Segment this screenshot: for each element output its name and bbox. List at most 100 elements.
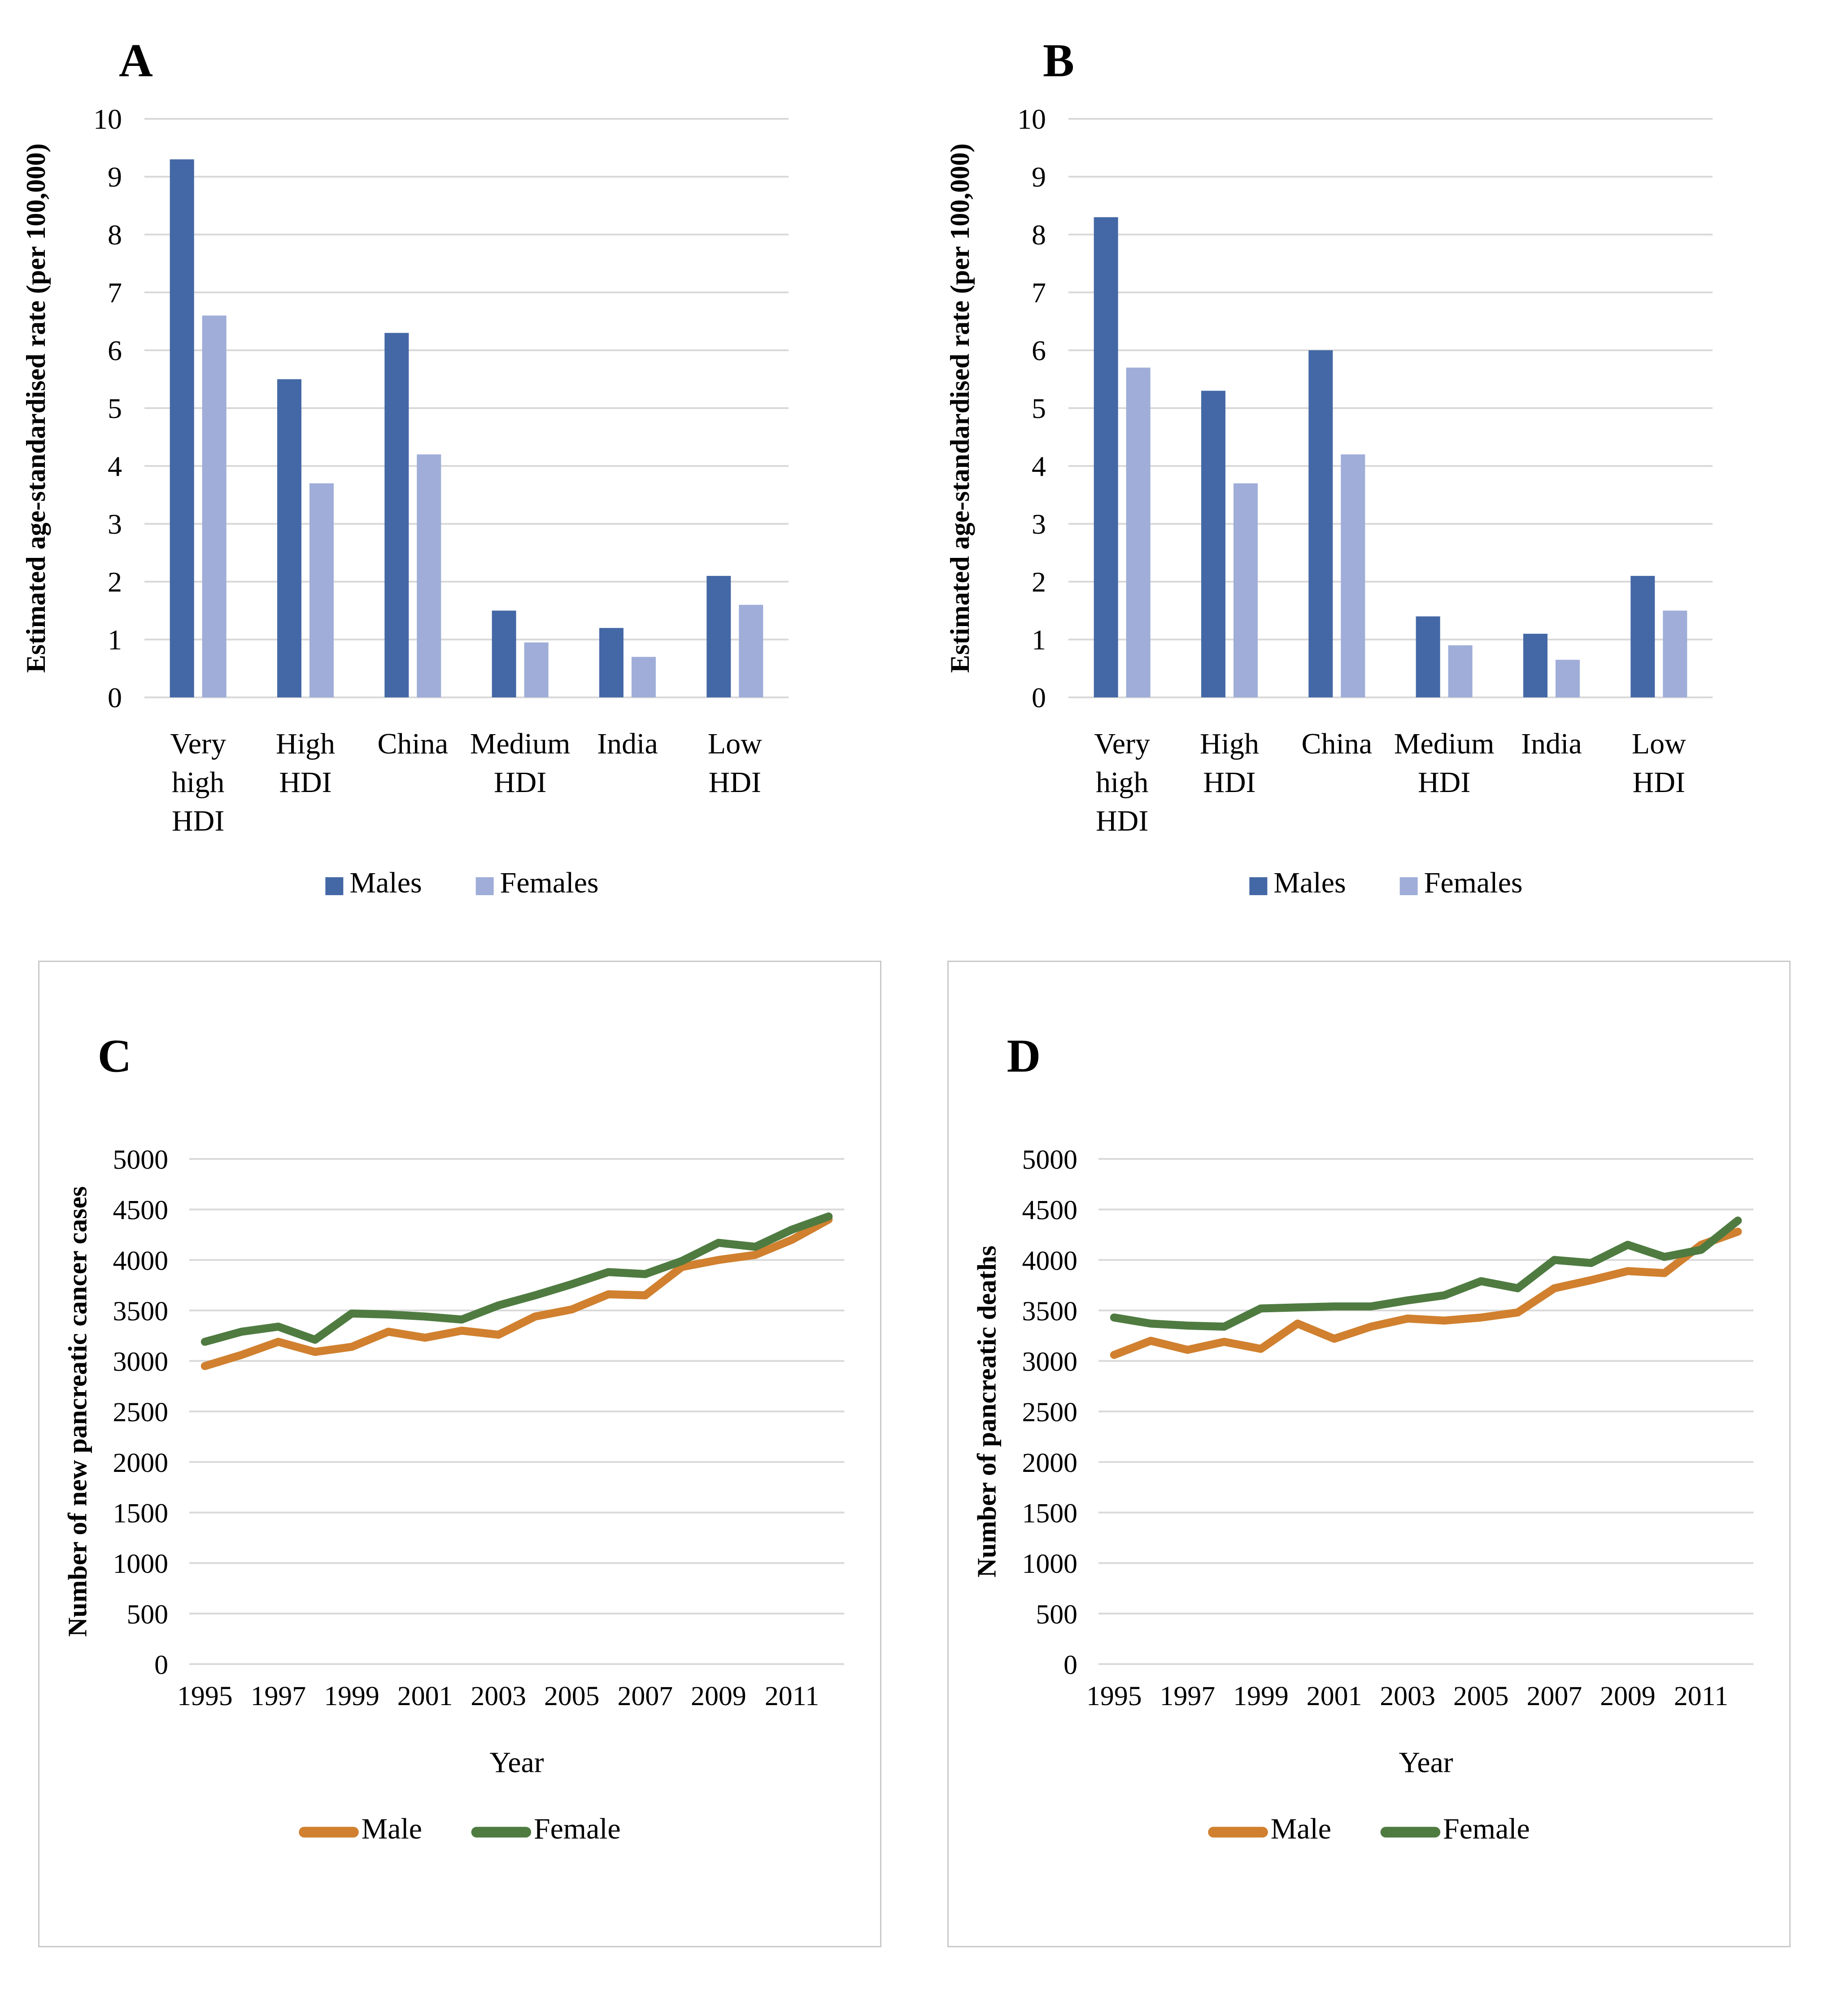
category-label: HDI (1633, 766, 1685, 799)
legend-item-males: Males (1249, 866, 1346, 899)
y-tick-label: 3500 (113, 1296, 168, 1327)
x-category-labels: Very high HDI High HDI China Medium HDI India Low… (1094, 727, 1686, 837)
bar (524, 642, 549, 697)
y-tick-label: 0 (154, 1650, 168, 1680)
y-tick-label: 3 (1032, 508, 1046, 540)
legend-label: Females (500, 866, 599, 899)
legend-label: Males (1273, 866, 1346, 899)
bar (1523, 634, 1547, 697)
category-label: Low (708, 727, 762, 760)
bar (599, 628, 623, 697)
legend: Male Female (1208, 1812, 1530, 1845)
gridlines (189, 1158, 845, 1665)
y-tick-label: 3000 (1022, 1347, 1077, 1377)
x-tick-label: 2011 (1674, 1681, 1728, 1711)
category-label: HDI (172, 805, 224, 837)
x-category-labels: Very high HDI High HDI China Medium HDI India Low… (170, 727, 762, 837)
x-tick-label: 2011 (765, 1681, 819, 1711)
y-tick-label: 0 (1063, 1650, 1077, 1680)
bar (1233, 483, 1258, 697)
category-label: Medium (470, 727, 571, 760)
category-label: High (1200, 727, 1259, 760)
y-tick-label: 500 (126, 1599, 168, 1630)
bar (1341, 454, 1365, 697)
y-tick-label: 0 (108, 682, 122, 714)
y-tick-label: 1500 (113, 1498, 168, 1529)
x-tick-label: 1997 (251, 1681, 306, 1711)
category-label: HDI (1096, 805, 1148, 837)
legend-item-female: Female (1380, 1812, 1530, 1845)
legend-item-males: Males (325, 866, 422, 899)
category-label: India (597, 727, 658, 760)
y-tick-label: 500 (1036, 1599, 1077, 1630)
legend-label: Females (1424, 866, 1523, 899)
category-label: Very (170, 727, 226, 760)
category-label: HDI (279, 766, 331, 799)
bar (417, 454, 441, 697)
category-label: China (378, 727, 449, 760)
y-tick-label: 5000 (1022, 1145, 1077, 1175)
series-line-male (1110, 1227, 1742, 1359)
legend-item-female: Female (471, 1812, 621, 1845)
bar (632, 657, 656, 697)
bar (706, 576, 731, 697)
x-tick-label: 1995 (177, 1681, 233, 1711)
x-tick-label: 2001 (1307, 1681, 1362, 1711)
gridlines (1098, 1158, 1754, 1665)
bar (202, 315, 227, 697)
bar (309, 483, 334, 697)
bar-chart-A: A 0 1 2 3 4 5 6 7 8 9 10 Estimated age-standardised … (21, 34, 789, 899)
x-tick-label: 1999 (1233, 1681, 1289, 1711)
y-axis-title: Estimated age-standardised rate (per 100… (945, 144, 975, 673)
y-axis-title: Number of pancreatic deaths (972, 1245, 1002, 1577)
legend-label: Male (362, 1812, 422, 1845)
y-tick-label: 8 (108, 219, 122, 251)
x-tick-label: 2005 (544, 1681, 600, 1711)
category-label: HDI (1203, 766, 1255, 799)
legend-swatch (1249, 877, 1268, 895)
bar (277, 379, 301, 697)
x-tick-label: 2003 (1380, 1681, 1435, 1711)
category-label: HDI (709, 766, 761, 799)
y-tick-label: 4 (108, 450, 122, 482)
legend-label: Female (1443, 1812, 1530, 1845)
bars-males (1094, 217, 1655, 697)
series-line-male (200, 1215, 833, 1370)
x-tick-label: 1997 (1160, 1681, 1216, 1711)
category-label: Low (1632, 727, 1686, 760)
y-axis-ticks: 0 1 2 3 4 5 6 7 8 9 10 (93, 103, 122, 714)
bar (170, 159, 194, 697)
y-tick-label: 7 (108, 277, 122, 309)
line-chart-D: D 0 500 1000 1500 2000 2500 3000 3500 4000 4500 500… (972, 1030, 1754, 1845)
legend-label: Female (534, 1812, 621, 1845)
gridlines (1068, 118, 1713, 698)
chart-a-incidence-bars: A 0 1 2 3 4 5 6 7 8 9 10 Estimated age-standardised … (0, 0, 924, 960)
y-tick-label: 2500 (1022, 1397, 1077, 1428)
bar-chart-B: B 0 1 2 3 4 5 6 7 8 9 10 Estimated age-standardised … (945, 34, 1713, 899)
category-label: Medium (1394, 727, 1495, 760)
y-tick-label: 4000 (113, 1245, 168, 1276)
legend-swatch (1399, 877, 1418, 895)
category-label: HDI (494, 766, 546, 799)
y-tick-label: 4000 (1022, 1245, 1077, 1276)
y-tick-label: 1000 (113, 1549, 168, 1579)
category-label: India (1521, 727, 1582, 760)
x-axis-title: Year (489, 1746, 544, 1779)
panel-label: D (1007, 1030, 1041, 1082)
series-line-female (200, 1212, 833, 1346)
panel-b: B 0 1 2 3 4 5 6 7 8 9 10 Estimated age-standardised … (924, 0, 1848, 960)
chart-d-deaths-lines: D 0 500 1000 1500 2000 2500 3000 3500 4000 4500 500… (949, 962, 1789, 1946)
y-tick-label: 1500 (1022, 1498, 1077, 1529)
panel-label: C (98, 1030, 132, 1082)
bar (1556, 660, 1580, 697)
y-tick-label: 2 (108, 566, 122, 598)
legend-swatch (325, 877, 344, 895)
bar (1663, 610, 1687, 697)
legend: Males Females (1249, 866, 1523, 899)
legend-swatch (1208, 1827, 1268, 1838)
bars-females (1126, 367, 1687, 697)
category-label: high (172, 766, 224, 799)
y-tick-label: 5 (108, 392, 122, 424)
gridlines (144, 118, 789, 698)
y-axis-title: Number of new pancreatic cancer cases (63, 1186, 92, 1637)
